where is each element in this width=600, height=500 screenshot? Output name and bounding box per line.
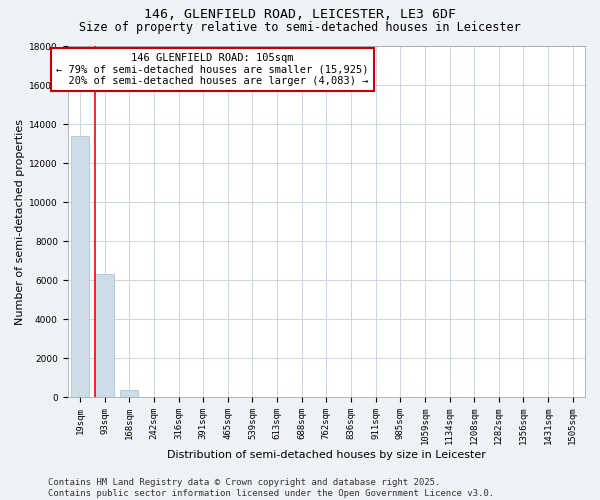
Text: 146, GLENFIELD ROAD, LEICESTER, LE3 6DF: 146, GLENFIELD ROAD, LEICESTER, LE3 6DF	[144, 8, 456, 20]
Text: 146 GLENFIELD ROAD: 105sqm
← 79% of semi-detached houses are smaller (15,925)
  : 146 GLENFIELD ROAD: 105sqm ← 79% of semi…	[56, 53, 369, 86]
X-axis label: Distribution of semi-detached houses by size in Leicester: Distribution of semi-detached houses by …	[167, 450, 486, 460]
Text: Contains HM Land Registry data © Crown copyright and database right 2025.
Contai: Contains HM Land Registry data © Crown c…	[48, 478, 494, 498]
Text: Size of property relative to semi-detached houses in Leicester: Size of property relative to semi-detach…	[79, 21, 521, 34]
Bar	[95, 274, 114, 397]
Bar	[120, 390, 139, 397]
Bar	[71, 136, 89, 397]
Y-axis label: Number of semi-detached properties: Number of semi-detached properties	[15, 118, 25, 324]
